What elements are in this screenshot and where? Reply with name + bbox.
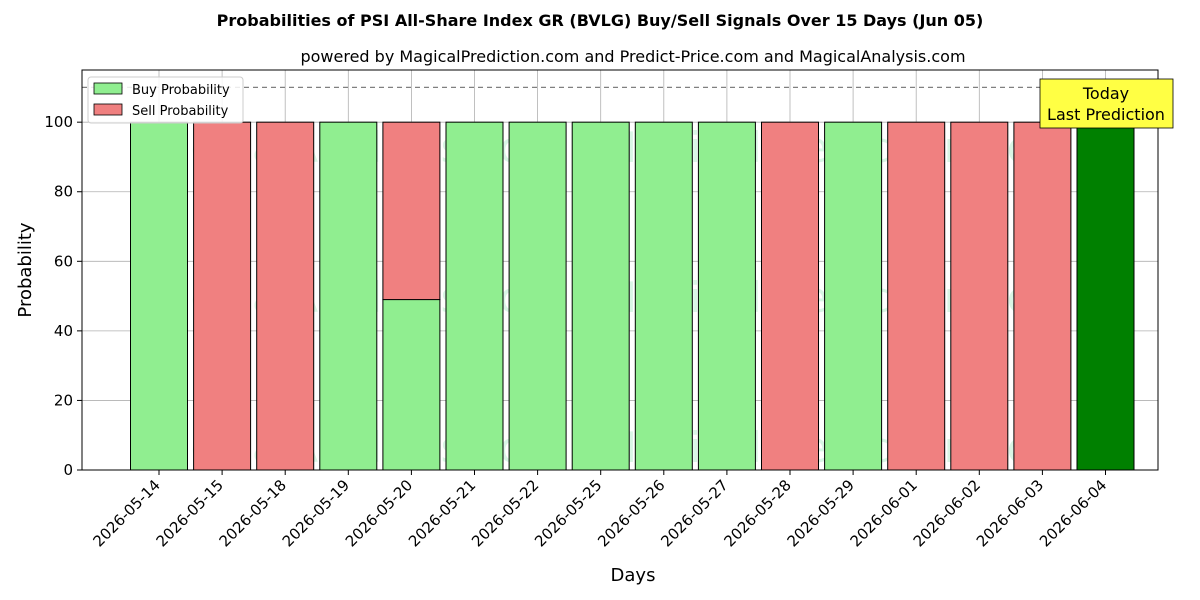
bar-sell bbox=[193, 121, 252, 471]
bar-buy bbox=[319, 121, 378, 471]
bars-layer bbox=[130, 121, 1135, 471]
legend: Buy Probability Sell Probability bbox=[87, 76, 244, 124]
bar-sell bbox=[761, 121, 819, 471]
y-tick-label: 80 bbox=[54, 183, 73, 201]
y-tick-label: 20 bbox=[54, 391, 73, 409]
bar-buy bbox=[508, 121, 567, 471]
x-tick-label: 2026-05-29 bbox=[784, 476, 858, 550]
x-tick-label: 2026-05-26 bbox=[594, 476, 668, 550]
x-tick-label: 2026-06-03 bbox=[973, 476, 1047, 550]
bar-buy bbox=[697, 121, 756, 471]
x-axis-label: Days bbox=[611, 565, 656, 586]
x-tick-label: 2026-06-01 bbox=[847, 476, 921, 550]
x-tick-label: 2026-05-15 bbox=[153, 476, 227, 550]
annotation-line-today: Today bbox=[1082, 84, 1129, 103]
bar-sell bbox=[1013, 121, 1072, 471]
bar-sell bbox=[887, 121, 946, 471]
x-tick-label: 2026-05-20 bbox=[342, 476, 416, 550]
annotation-line-last-prediction: Last Prediction bbox=[1047, 105, 1165, 124]
x-tick-label: 2026-05-27 bbox=[657, 476, 731, 550]
bar-sell bbox=[950, 121, 1009, 471]
bar-sell bbox=[256, 121, 315, 471]
today-annotation: Today Last Prediction bbox=[1039, 78, 1174, 129]
x-tick-label: 2026-06-04 bbox=[1036, 476, 1110, 550]
legend-swatch-sell bbox=[93, 103, 123, 116]
legend-swatch-buy bbox=[93, 82, 123, 95]
bar-buy bbox=[571, 121, 630, 471]
x-tick-label: 2026-05-28 bbox=[720, 476, 794, 550]
x-tick-label: 2026-05-19 bbox=[279, 476, 353, 550]
chart-title: Probabilities of PSI All-Share Index GR … bbox=[217, 11, 984, 30]
y-tick-label: 0 bbox=[63, 461, 73, 479]
y-tick-label: 100 bbox=[44, 113, 73, 131]
bar-buy bbox=[382, 299, 441, 471]
x-tick-label: 2026-05-14 bbox=[89, 476, 163, 550]
x-tick-label: 2026-05-25 bbox=[531, 476, 605, 550]
x-tick-label: 2026-05-21 bbox=[405, 476, 479, 550]
bar-buy bbox=[130, 121, 188, 471]
x-tick-label: 2026-05-22 bbox=[468, 476, 542, 550]
legend-label-buy: Buy Probability bbox=[132, 83, 230, 98]
bar-buy bbox=[445, 121, 504, 471]
x-tick-label: 2026-06-02 bbox=[910, 476, 984, 550]
plot-frame bbox=[81, 69, 1159, 471]
legend-box bbox=[87, 76, 244, 124]
bar-buy bbox=[634, 121, 693, 471]
annotation-box bbox=[1039, 78, 1174, 129]
chart-subtitle: powered by MagicalPrediction.com and Pre… bbox=[300, 47, 965, 66]
bar-sell bbox=[382, 121, 441, 301]
y-tick-label: 40 bbox=[54, 322, 73, 340]
y-axis-label: Probability bbox=[15, 222, 36, 317]
x-tick-label: 2026-05-18 bbox=[216, 476, 290, 550]
y-tick-label: 60 bbox=[54, 252, 73, 270]
bar-buy bbox=[1076, 121, 1135, 471]
legend-label-sell: Sell Probability bbox=[132, 104, 229, 119]
bar-buy bbox=[824, 121, 883, 471]
